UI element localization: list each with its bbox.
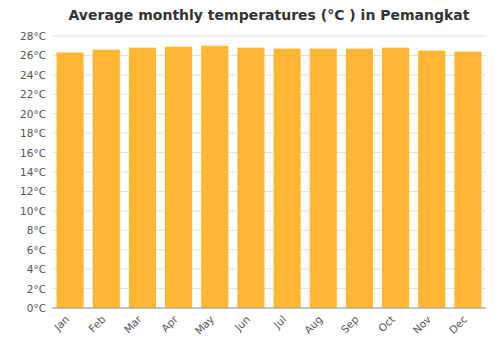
- chart: Average monthly temperatures (°C ) in Pe…: [0, 0, 500, 350]
- bar: [237, 48, 264, 308]
- y-tick-label: 14°C: [20, 166, 46, 178]
- x-tick-label: Mar: [121, 312, 144, 335]
- bar: [93, 50, 120, 308]
- y-tick-label: 0°C: [27, 302, 46, 314]
- y-tick-label: 24°C: [20, 69, 46, 81]
- bar: [310, 49, 337, 308]
- y-tick-label: 12°C: [20, 185, 46, 197]
- y-tick-label: 2°C: [27, 283, 46, 295]
- y-tick-label: 4°C: [27, 263, 46, 275]
- y-tick-label: 16°C: [20, 147, 46, 159]
- y-tick-label: 20°C: [20, 108, 46, 120]
- y-tick-label: 22°C: [20, 88, 46, 100]
- grid-line: [52, 36, 486, 37]
- bar: [418, 51, 445, 308]
- x-tick-label: Jan: [51, 313, 72, 334]
- chart-container: Average monthly temperatures (°C ) in Pe…: [0, 0, 500, 350]
- bar: [454, 52, 481, 308]
- y-axis: 0°C 2°C 4°C 6°C 8°C 10°C 12°C 14°C 16°C 18°C 20°C 2…: [20, 30, 486, 314]
- bar: [129, 48, 156, 308]
- bar: [274, 49, 301, 308]
- x-tick-label: Oct: [376, 313, 397, 334]
- x-axis-line: [52, 308, 486, 309]
- y-tick-label: 28°C: [20, 30, 46, 42]
- title: Average monthly temperatures (°C ) in Pe…: [69, 7, 470, 23]
- bar: [382, 48, 409, 308]
- x-axis: Jan Feb Mar Apr May Jun Jul Aug Sep Oct Nov Dec: [51, 312, 470, 336]
- y-tick-label: 18°C: [20, 127, 46, 139]
- x-tick-label: Jun: [232, 313, 253, 334]
- bar: [201, 46, 228, 308]
- bars: [57, 46, 482, 308]
- y-tick-label: 26°C: [20, 49, 46, 61]
- bar: [57, 53, 84, 308]
- x-tick-label: May: [192, 313, 216, 337]
- x-tick-label: Dec: [446, 313, 469, 336]
- x-tick-label: Aug: [302, 313, 325, 336]
- x-tick-label: Jul: [270, 313, 288, 331]
- y-tick-label: 10°C: [20, 205, 46, 217]
- bar: [165, 47, 192, 308]
- y-tick-label: 6°C: [27, 244, 46, 256]
- x-tick-label: Sep: [338, 313, 361, 336]
- y-tick-label: 8°C: [27, 224, 46, 236]
- bar: [346, 49, 373, 308]
- grid-line: [52, 308, 486, 309]
- page: {"chart_data": {"type": "bar", "title": …: [0, 0, 500, 350]
- x-tick-label: Nov: [410, 313, 433, 336]
- x-tick-label: Feb: [86, 313, 108, 335]
- x-tick-label: Apr: [159, 312, 181, 334]
